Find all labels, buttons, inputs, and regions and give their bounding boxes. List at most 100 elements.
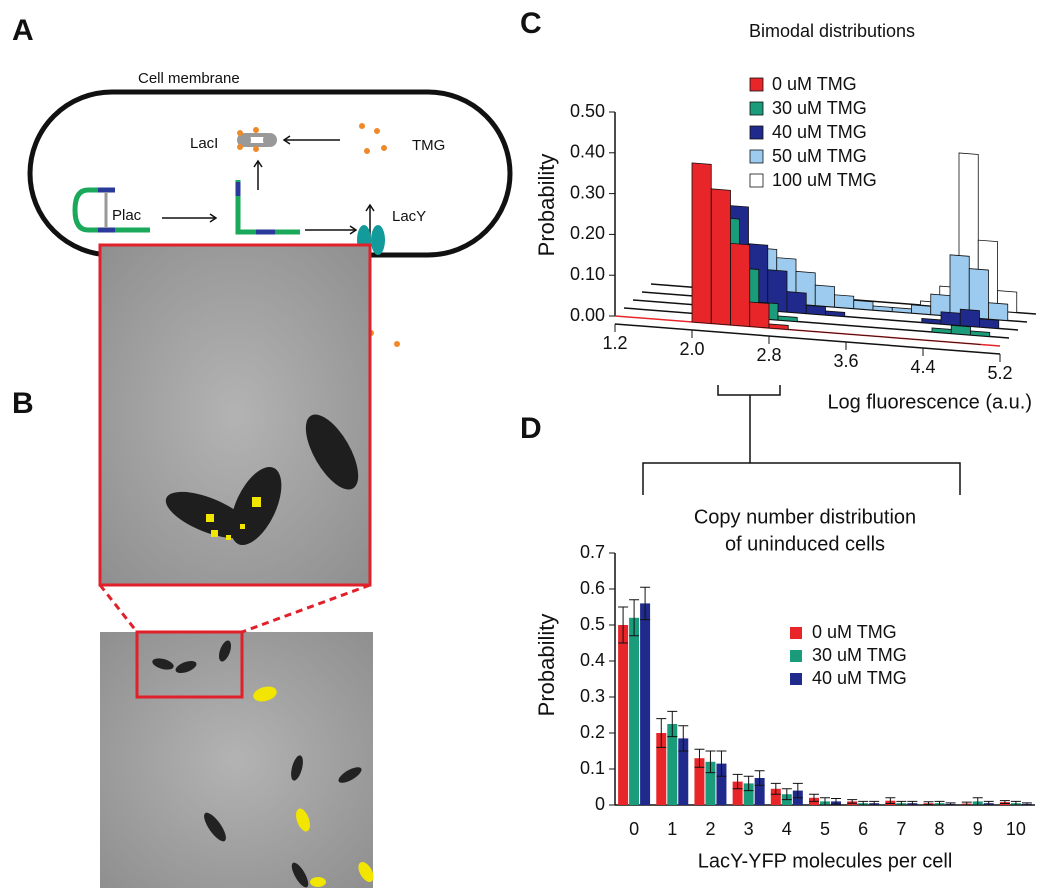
histogram-bar: [959, 308, 980, 328]
histogram-bar: [710, 188, 731, 326]
error-bar: [667, 710, 678, 738]
histogram-bar: [805, 304, 826, 316]
histogram-bar: [979, 318, 1000, 329]
legend-swatch: [790, 650, 802, 662]
legend-label: 30 uM TMG: [772, 98, 867, 118]
histogram-bar: [970, 330, 991, 337]
bar: [716, 763, 727, 805]
x-tick-label: 3.6: [833, 351, 858, 371]
error-bar: [983, 800, 994, 806]
histogram-bar: [768, 323, 789, 330]
x-axis: [614, 323, 1001, 355]
bar: [667, 724, 678, 805]
zoom-spots: [206, 497, 261, 540]
plasmid: [72, 180, 300, 235]
histogram-bar: [767, 269, 788, 313]
x-axis-label: Log fluorescence (a.u.): [827, 391, 1032, 413]
y-tick-label: 0: [595, 794, 605, 814]
legend-label: 0 uM TMG: [772, 74, 857, 94]
legend-label: 0 uM TMG: [812, 622, 897, 642]
micrograph: [98, 243, 374, 888]
error-bar: [1021, 802, 1032, 806]
error-bar: [716, 750, 727, 777]
x-tick-label: 5: [820, 819, 830, 839]
x-tick-label: 4: [782, 819, 792, 839]
bar: [629, 617, 640, 805]
zoom-box: [135, 630, 244, 699]
legend-swatch: [749, 77, 764, 92]
legend-label: 40 uM TMG: [812, 668, 907, 688]
histogram-bar: [968, 268, 989, 320]
legend-label: 50 uM TMG: [772, 146, 867, 166]
bar: [705, 761, 716, 805]
y-tick-label: 0.10: [570, 264, 605, 284]
x-tick-label: 10: [1006, 819, 1026, 839]
y-tick-label: 0.7: [580, 542, 605, 562]
bar: [656, 733, 667, 805]
error-bar: [1010, 800, 1021, 806]
x-axis-label: LacY-YFP molecules per cell: [698, 850, 953, 872]
error-bar: [858, 800, 869, 806]
histogram-bar: [961, 342, 981, 345]
panel-label: D: [520, 412, 542, 445]
y-tick-label: 0.1: [580, 758, 605, 778]
y-tick-label: 0.40: [570, 142, 605, 162]
histogram-bar: [988, 302, 1009, 321]
y-tick-label: 0.50: [570, 101, 605, 121]
error-bar: [885, 797, 896, 805]
legend-label: 40 uM TMG: [772, 122, 867, 142]
bar: [743, 783, 754, 805]
error-bar: [847, 799, 858, 804]
histogram-bar: [853, 299, 874, 311]
error-bar: [656, 718, 667, 748]
chart-title: Bimodal distributions: [749, 21, 915, 41]
x-tick-label: 6: [858, 819, 868, 839]
error-bar: [694, 748, 705, 768]
error-bar: [831, 798, 841, 805]
error-bar: [629, 599, 640, 637]
error-bar: [961, 801, 972, 806]
error-bar: [618, 606, 629, 644]
x-tick-label: 3: [744, 819, 754, 839]
lacy-channel: [371, 225, 385, 255]
bar: [678, 738, 689, 805]
histogram-bar: [730, 242, 751, 327]
promoter-label: Plac: [112, 207, 142, 224]
y-tick-label: 0.00: [570, 305, 605, 325]
histogram-bar: [950, 324, 971, 336]
histogram-bar: [786, 291, 807, 314]
y-tick-label: 0.30: [570, 182, 605, 202]
zoom-line: [241, 583, 371, 634]
legend-swatch: [790, 627, 802, 639]
repressor-icon: [237, 133, 277, 147]
legend-swatch: [790, 673, 802, 685]
y-tick-label: 0.5: [580, 614, 605, 634]
x-tick-label: 2.8: [756, 345, 781, 365]
x-tick-label: 4.4: [910, 357, 935, 377]
legend-label: 30 uM TMG: [812, 645, 907, 665]
histogram-bar: [691, 162, 712, 324]
error-bar: [999, 800, 1010, 805]
error-bar: [640, 586, 651, 621]
bar: [770, 788, 781, 805]
bar: [694, 758, 705, 805]
field-image: [100, 632, 373, 888]
panel-label: B: [12, 387, 34, 420]
x-tick-label: 1.2: [602, 333, 627, 353]
bar: [732, 781, 743, 805]
error-bar: [705, 750, 716, 774]
y-tick-label: 0.4: [580, 650, 605, 670]
fluorescent-cells: [253, 686, 374, 887]
y-tick-label: 0.20: [570, 223, 605, 243]
histogram-bar: [911, 304, 932, 315]
x-tick-label: 9: [973, 819, 983, 839]
panel-label: C: [520, 7, 542, 40]
error-bar: [945, 802, 956, 806]
legend-swatch: [749, 101, 764, 116]
chart-title: of uninduced cells: [725, 533, 885, 555]
y-axis-label: Probability: [534, 614, 559, 717]
inducer-label: TMG: [412, 137, 445, 154]
error-bar: [934, 800, 945, 806]
bracket: [642, 385, 961, 495]
y-tick-label: 0.2: [580, 722, 605, 742]
